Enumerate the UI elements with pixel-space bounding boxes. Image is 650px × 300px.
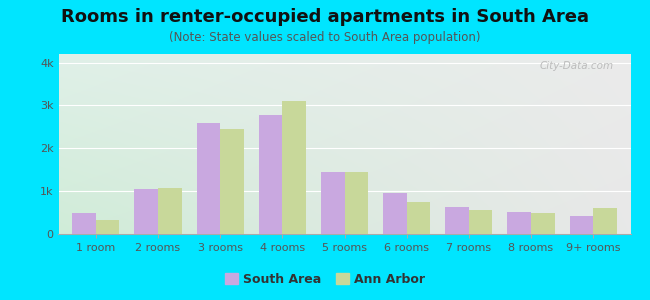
Bar (259, 115, 282, 234)
Text: Rooms in renter-occupied apartments in South Area: Rooms in renter-occupied apartments in S… (61, 8, 589, 26)
Legend: South Area, Ann Arbor: South Area, Ann Arbor (220, 268, 430, 291)
Bar (508, 212, 531, 234)
Bar (469, 210, 493, 234)
Bar (321, 172, 345, 234)
Bar (593, 208, 617, 234)
Bar (158, 188, 181, 234)
Bar (445, 207, 469, 234)
Bar (407, 202, 430, 234)
Bar (282, 101, 306, 234)
Bar (531, 213, 554, 234)
Bar (383, 193, 407, 234)
Bar (196, 123, 220, 234)
Bar (135, 189, 158, 234)
Bar (344, 172, 368, 234)
Bar (72, 213, 96, 234)
Bar (96, 220, 120, 234)
Text: City-Data.com: City-Data.com (540, 61, 614, 71)
Bar (569, 216, 593, 234)
Bar (220, 129, 244, 234)
Text: (Note: State values scaled to South Area population): (Note: State values scaled to South Area… (169, 32, 481, 44)
